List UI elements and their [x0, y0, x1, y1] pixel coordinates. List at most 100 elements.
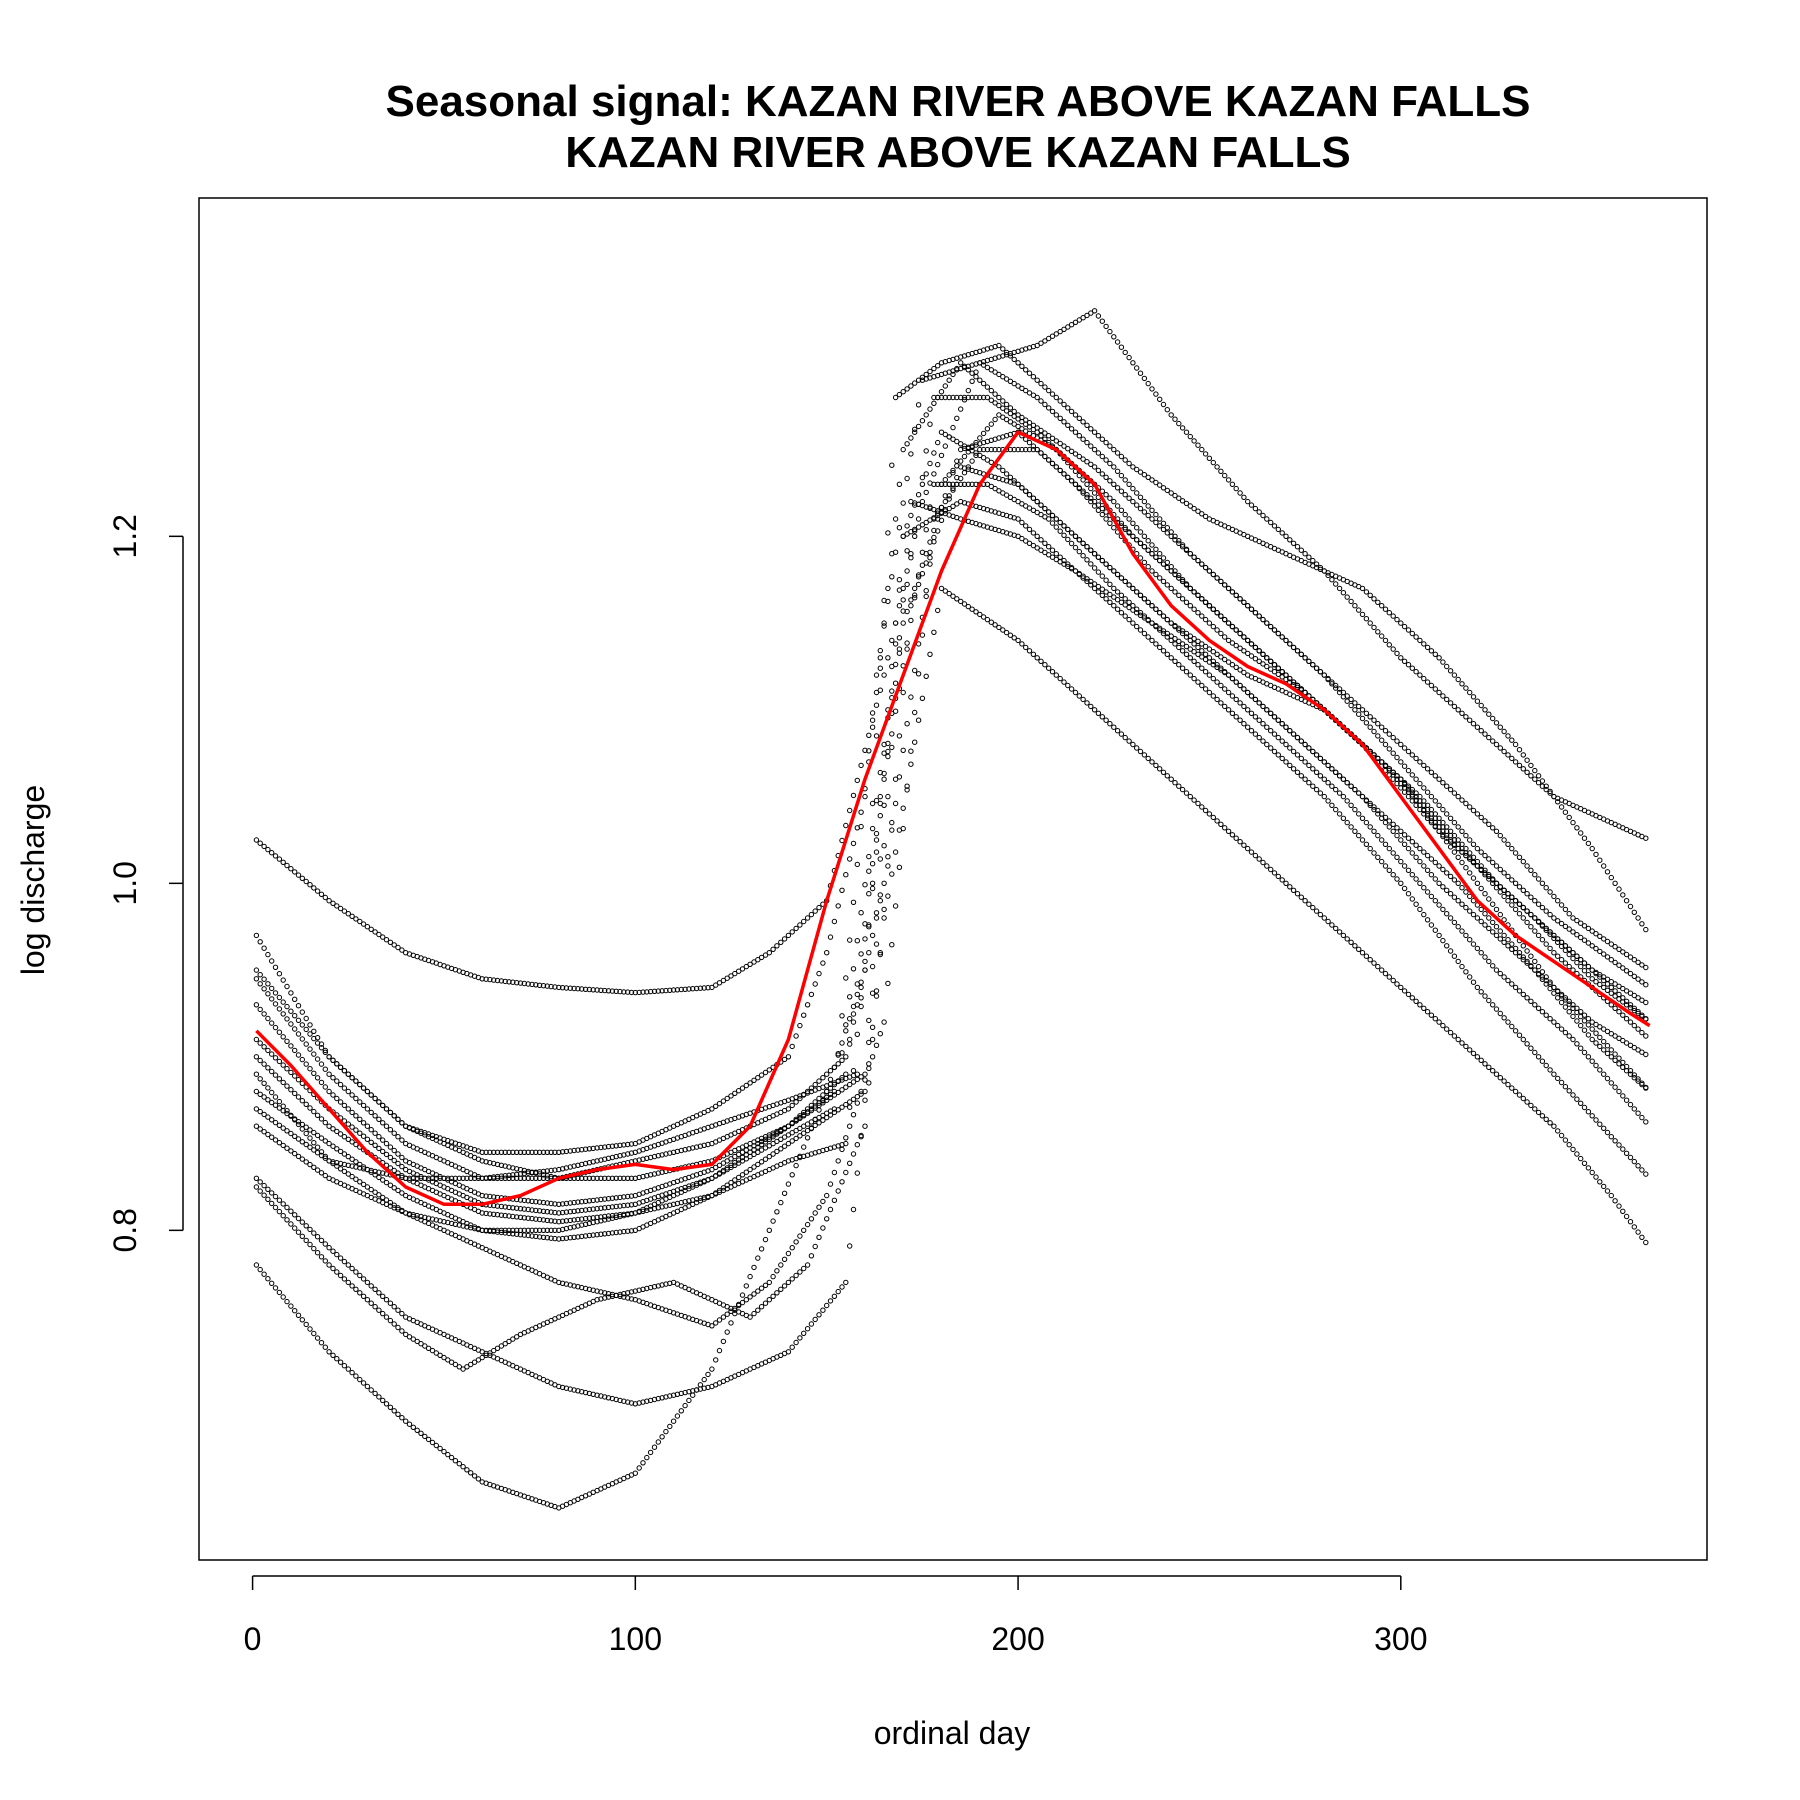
data-point	[1225, 477, 1232, 483]
data-point	[1547, 788, 1553, 795]
data-point	[1478, 918, 1484, 925]
data-point	[1455, 837, 1461, 843]
data-point	[1432, 823, 1439, 829]
data-point	[1459, 885, 1465, 891]
data-point	[1225, 828, 1232, 834]
data-point	[318, 1170, 325, 1176]
data-point	[693, 1387, 700, 1393]
data-point	[257, 1076, 263, 1082]
data-point	[1405, 991, 1412, 998]
data-point	[1157, 575, 1163, 581]
data-point	[1643, 835, 1649, 841]
data-point	[341, 1068, 348, 1074]
data-point	[498, 1173, 505, 1179]
data-point	[1486, 872, 1492, 878]
data-point	[1451, 819, 1458, 826]
data-point	[1130, 603, 1136, 609]
data-point	[1191, 505, 1197, 512]
data-point	[709, 1166, 715, 1173]
data-point	[1157, 766, 1163, 772]
data-point	[280, 1213, 286, 1219]
data-point	[1643, 1239, 1649, 1246]
data-point	[958, 360, 964, 366]
data-point	[1558, 920, 1565, 927]
data-point	[1623, 1040, 1630, 1046]
data-point	[1543, 1062, 1549, 1069]
data-point	[896, 391, 903, 398]
data-point	[307, 1226, 313, 1233]
data-point	[923, 412, 929, 418]
data-point	[1084, 544, 1090, 550]
data-point	[984, 394, 991, 401]
data-point	[510, 1336, 516, 1342]
data-point	[1275, 734, 1282, 741]
data-point	[525, 1198, 531, 1204]
data-point	[785, 932, 792, 939]
data-point	[292, 1090, 298, 1097]
data-point	[471, 1473, 478, 1479]
data-point	[1612, 959, 1618, 966]
data-point	[1505, 1019, 1511, 1025]
data-point	[445, 1175, 451, 1182]
data-point	[387, 1317, 394, 1324]
data-point	[781, 1283, 788, 1289]
data-point	[575, 1147, 581, 1153]
data-point	[869, 880, 876, 886]
data-point	[1091, 551, 1098, 557]
data-point	[253, 976, 260, 982]
data-point	[1589, 1058, 1595, 1064]
data-point	[345, 911, 351, 917]
data-point	[923, 673, 929, 679]
data-point	[1409, 665, 1416, 671]
data-point	[322, 1049, 328, 1056]
data-point	[1532, 915, 1538, 921]
data-point	[376, 1394, 382, 1400]
data-point	[1528, 953, 1534, 959]
data-point	[881, 906, 887, 913]
data-point	[395, 944, 401, 951]
data-point	[1091, 429, 1098, 435]
data-point	[525, 1175, 531, 1182]
data-point	[1608, 984, 1615, 991]
data-point	[529, 1233, 535, 1239]
data-point	[1057, 519, 1063, 526]
data-point	[1068, 686, 1075, 692]
data-point	[307, 1031, 313, 1037]
data-point	[1011, 356, 1017, 363]
data-point	[858, 823, 864, 830]
data-point	[885, 893, 891, 899]
data-point	[1126, 495, 1132, 501]
data-point	[575, 986, 581, 992]
data-point	[1482, 731, 1488, 737]
data-point	[1233, 642, 1239, 649]
data-point	[885, 863, 891, 869]
data-point	[257, 1091, 263, 1098]
data-point	[1608, 1054, 1615, 1060]
data-point	[1046, 552, 1052, 558]
data-point	[1260, 738, 1266, 744]
data-point	[762, 1139, 769, 1145]
data-point	[609, 988, 616, 994]
data-point	[433, 1442, 439, 1449]
data-point	[1195, 442, 1201, 448]
data-point	[1635, 1026, 1641, 1032]
data-point	[533, 1233, 539, 1240]
data-point	[602, 1213, 608, 1220]
data-point	[869, 861, 876, 867]
data-point	[1157, 396, 1163, 402]
data-point	[931, 394, 937, 401]
data-point	[1413, 854, 1419, 860]
data-point	[843, 1084, 849, 1090]
data-point	[1424, 679, 1431, 685]
data-point	[785, 1106, 792, 1112]
data-point	[915, 423, 922, 430]
data-point	[1597, 1034, 1603, 1041]
data-point	[1222, 472, 1228, 479]
data-point	[261, 986, 267, 992]
data-point	[927, 421, 933, 427]
data-point	[261, 1271, 267, 1277]
data-point	[736, 1174, 742, 1181]
data-point	[946, 496, 952, 502]
data-point	[1260, 703, 1266, 710]
data-point	[781, 1134, 788, 1140]
